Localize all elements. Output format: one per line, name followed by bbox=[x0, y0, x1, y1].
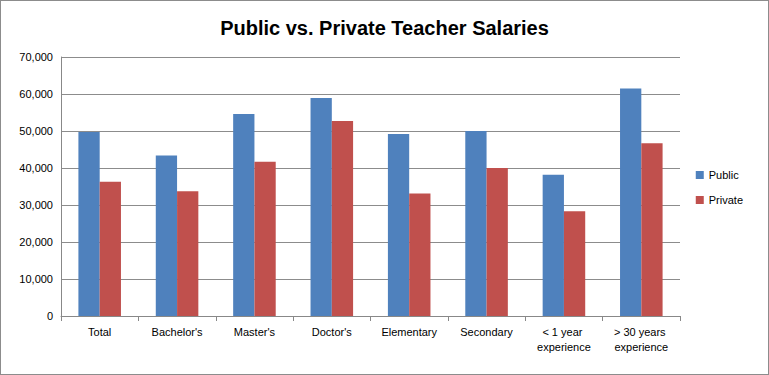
svg-text:Bachelor's: Bachelor's bbox=[152, 326, 204, 338]
svg-text:Total: Total bbox=[88, 326, 111, 338]
svg-text:< 1 year: < 1 year bbox=[542, 326, 585, 338]
svg-text:Public vs. Private Teacher Sal: Public vs. Private Teacher Salaries bbox=[220, 17, 549, 39]
svg-text:experience: experience bbox=[537, 341, 591, 353]
svg-text:20,000: 20,000 bbox=[19, 236, 53, 248]
svg-text:experience: experience bbox=[614, 341, 668, 353]
svg-text:60,000: 60,000 bbox=[19, 88, 53, 100]
svg-text:40,000: 40,000 bbox=[19, 162, 53, 174]
svg-text:Public: Public bbox=[709, 169, 739, 181]
svg-text:30,000: 30,000 bbox=[19, 199, 53, 211]
svg-text:Master's: Master's bbox=[234, 326, 276, 338]
svg-text:Elementary: Elementary bbox=[381, 326, 437, 338]
svg-text:0: 0 bbox=[47, 310, 53, 322]
svg-text:Secondary: Secondary bbox=[460, 326, 513, 338]
svg-text:50,000: 50,000 bbox=[19, 125, 53, 137]
svg-text:Private: Private bbox=[709, 194, 743, 206]
svg-text:70,000: 70,000 bbox=[19, 51, 53, 63]
svg-text:10,000: 10,000 bbox=[19, 273, 53, 285]
svg-text:> 30 years: > 30 years bbox=[614, 326, 669, 338]
svg-text:Doctor's: Doctor's bbox=[312, 326, 352, 338]
